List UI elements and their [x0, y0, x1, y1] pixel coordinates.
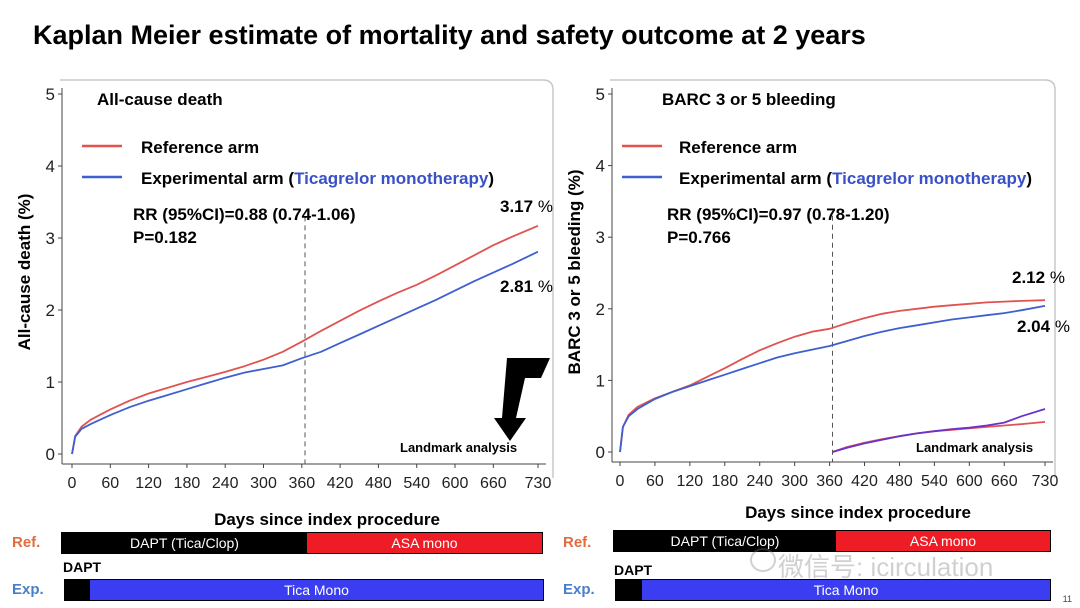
chart1-y-tick-label: 2	[46, 301, 55, 320]
chart1-end-label-exp: 2.81 %	[500, 277, 553, 296]
chart1-legend-ref-label: Reference arm	[141, 138, 259, 157]
chart2-y-tick-label: 1	[596, 371, 605, 390]
chart2-series-line-2	[619, 305, 1046, 453]
chart1-x-tick-label: 60	[101, 475, 119, 492]
wechat-icon	[750, 548, 776, 572]
chart2-x-tick-label: 540	[921, 473, 948, 490]
chart1-x-tick-label: 540	[403, 475, 430, 492]
chart2-x-tick-label: 360	[816, 473, 843, 490]
chart2-x-tick-label: 60	[646, 473, 664, 490]
chart1-x-tick-label: 360	[288, 475, 315, 492]
ref-asa-segment-right: ASA mono	[836, 531, 1050, 551]
chart2-x-tick-label: 240	[746, 473, 773, 490]
chart1-y-tick-label: 4	[46, 157, 55, 176]
chart2-legend-exp-label: Experimental arm (Ticagrelor monotherapy…	[679, 169, 1032, 188]
exp-dapt-segment-right	[616, 580, 642, 600]
slide-title: Kaplan Meier estimate of mortality and s…	[33, 20, 866, 50]
page-number: 11	[1062, 594, 1072, 604]
chart2-series-line-1	[619, 299, 1046, 453]
ref-label-left: Ref.	[12, 534, 41, 551]
chart2-y-tick-label: 4	[596, 157, 605, 176]
chart2-x-axis-label: Days since index procedure	[745, 503, 971, 522]
chart2-x-tick-label: 420	[851, 473, 878, 490]
chart2-frame	[610, 79, 1056, 478]
chart1-end-label-ref: 3.17 %	[500, 197, 553, 216]
chart1-legend-exp-label: Experimental arm (Ticagrelor monotherapy…	[141, 169, 494, 188]
chart2-stat-rr: RR (95%CI)=0.97 (0.78-1.20)	[667, 205, 890, 224]
chart1-x-tick-label: 420	[327, 475, 354, 492]
exp-dapt-segment-left	[65, 580, 90, 600]
chart1-y-tick-label: 3	[46, 229, 55, 248]
ref-dapt-segment-right: DAPT (Tica/Clop)	[614, 531, 836, 551]
chart2-x-tick-label: 480	[886, 473, 913, 490]
chart1-series-line-1	[71, 224, 539, 455]
chart2-end-label-ref: 2.12 %	[1012, 268, 1065, 287]
chart2-y-tick-label: 2	[596, 300, 605, 319]
chart2-y-tick-label: 3	[596, 228, 605, 247]
chart2-panel-title: BARC 3 or 5 bleeding	[662, 90, 836, 109]
exp-label-right: Exp.	[563, 581, 595, 598]
chart2-x-tick-label: 120	[677, 473, 704, 490]
chart1-y-tick-label: 0	[46, 445, 55, 464]
chart2-x-tick-label: 0	[616, 473, 625, 490]
chart2-stat-p: P=0.766	[667, 228, 731, 247]
exp-tica-segment-left: Tica Mono	[90, 580, 543, 600]
chart2-legend-ref-label: Reference arm	[679, 138, 797, 157]
chart2-y-tick-label: 5	[596, 85, 605, 104]
chart2-x-tick-label: 300	[781, 473, 808, 490]
chart1-x-tick-label: 180	[174, 475, 201, 492]
chart2-y-tick-label: 0	[596, 443, 605, 462]
dapt-label-right: DAPT	[614, 562, 653, 578]
chart1-panel-title: All-cause death	[97, 90, 223, 109]
chart1-landmark-label: Landmark analysis	[400, 440, 517, 455]
chart1-stat-rr: RR (95%CI)=0.88 (0.74-1.06)	[133, 205, 356, 224]
chart2-end-label-exp: 2.04 %	[1017, 317, 1070, 336]
chart1-y-axis-label: All-cause death (%)	[15, 194, 34, 351]
chart1-frame	[60, 79, 554, 478]
chart1-series-line-2	[71, 250, 539, 455]
chart1-x-tick-label: 660	[480, 475, 507, 492]
watermark: 微信号: icirculation	[778, 552, 994, 582]
dapt-label-left: DAPT	[63, 559, 102, 575]
exp-label-left: Exp.	[12, 581, 44, 598]
chart1-x-axis-label: Days since index procedure	[214, 510, 440, 529]
chart1-stat-p: P=0.182	[133, 228, 197, 247]
chart1-x-tick-label: 600	[442, 475, 469, 492]
chart1-x-tick-label: 240	[212, 475, 239, 492]
chart2-x-tick-label: 180	[711, 473, 738, 490]
chart2-landmark-label: Landmark analysis	[916, 440, 1033, 455]
chart1-x-tick-label: 0	[68, 475, 77, 492]
exp-timeline-left: Tica Mono	[64, 579, 544, 601]
chart2-x-tick-label: 600	[956, 473, 983, 490]
exp-tica-segment-right: Tica Mono	[642, 580, 1050, 600]
chart1-landmark-arrow-icon	[494, 358, 550, 441]
chart1-x-tick-label: 120	[135, 475, 162, 492]
chart1-x-tick-label: 730	[525, 475, 552, 492]
chart1-y-tick-label: 5	[46, 85, 55, 104]
ref-dapt-segment-left: DAPT (Tica/Clop)	[62, 533, 307, 553]
chart1-x-tick-label: 480	[365, 475, 392, 492]
ref-timeline-right: DAPT (Tica/Clop) ASA mono	[613, 530, 1051, 552]
chart2-x-tick-label: 660	[991, 473, 1018, 490]
ref-timeline-left: DAPT (Tica/Clop) ASA mono	[61, 532, 543, 554]
chart1-y-tick-label: 1	[46, 373, 55, 392]
chart2-series-line-4	[832, 408, 1046, 453]
ref-label-right: Ref.	[563, 534, 592, 551]
chart2-x-tick-label: 730	[1032, 473, 1059, 490]
exp-timeline-right: Tica Mono	[615, 579, 1051, 601]
ref-asa-segment-left: ASA mono	[307, 533, 542, 553]
chart1-x-tick-label: 300	[250, 475, 277, 492]
chart2-y-axis-label: BARC 3 or 5 bleeding (%)	[565, 170, 584, 375]
